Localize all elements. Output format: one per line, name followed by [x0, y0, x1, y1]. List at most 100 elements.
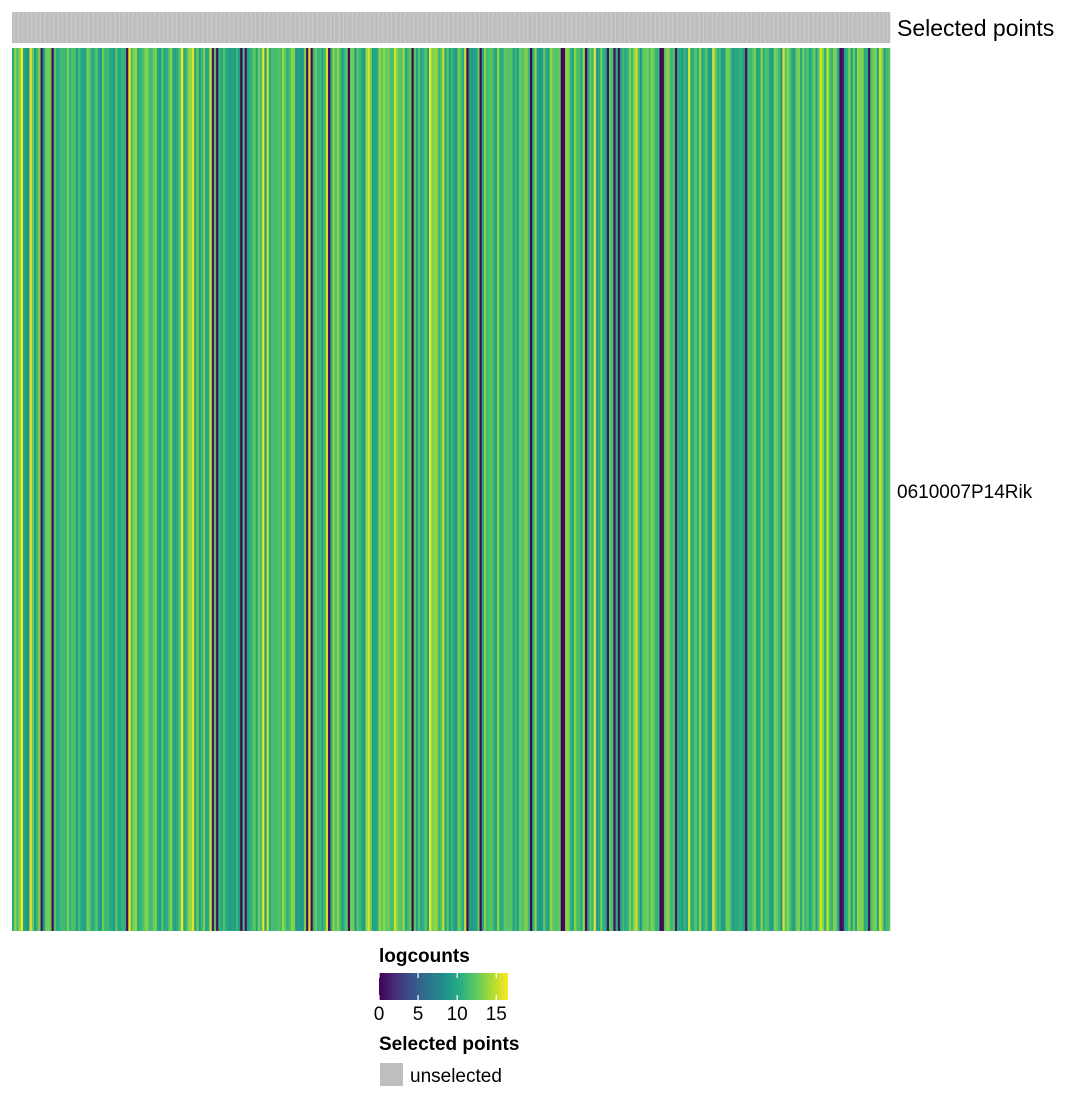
annotation-cell	[84, 12, 87, 43]
annotation-cell	[178, 12, 182, 43]
annotation-cell	[312, 12, 316, 43]
annotation-cell	[36, 12, 39, 43]
annotation-cell	[317, 12, 320, 43]
heatmap-cell	[681, 48, 684, 931]
annotation-cell	[198, 12, 202, 43]
annotation-cell	[345, 12, 349, 43]
heatmap-cell	[734, 48, 737, 931]
heatmap-cell	[198, 48, 202, 931]
annotation-cell	[459, 12, 463, 43]
annotation-cell	[712, 12, 715, 43]
annotation-cell	[477, 12, 480, 43]
annotation-cell	[187, 12, 191, 43]
heatmap-cell	[611, 48, 614, 931]
annotation-cell	[328, 12, 331, 43]
heatmap-cell	[556, 48, 559, 931]
heatmap-cell	[363, 48, 366, 931]
heatmap-cell	[534, 48, 537, 931]
annotation-cell	[33, 12, 37, 43]
heatmap-cell	[832, 48, 836, 931]
heatmap-cell	[33, 48, 37, 931]
heatmap-cell	[299, 48, 303, 931]
heatmap-cell	[486, 48, 489, 931]
annotation-cell	[435, 12, 439, 43]
heatmap-cell	[257, 48, 261, 931]
heatmap-cell	[130, 48, 134, 931]
heatmap-cell	[655, 48, 658, 931]
heatmap-cell	[742, 48, 746, 931]
heatmap-cell	[75, 48, 79, 931]
heatmap-cell	[371, 48, 375, 931]
annotation-cell	[826, 12, 829, 43]
annotation-cell	[710, 12, 713, 43]
annotation-cell	[837, 12, 840, 43]
heatmap-cell	[620, 48, 623, 931]
heatmap-cell	[857, 48, 860, 931]
heatmap-cell	[119, 48, 123, 931]
heatmap-cell	[183, 48, 186, 931]
annotation-cell	[567, 12, 570, 43]
heatmap-cell	[760, 48, 763, 931]
annotation-cell	[587, 12, 590, 43]
heatmap-cell	[630, 48, 634, 931]
annotation-cell	[742, 12, 746, 43]
annotation-cell	[229, 12, 232, 43]
annotation-cell	[150, 12, 153, 43]
annotation-cell	[440, 12, 443, 43]
annotation-cell	[404, 12, 408, 43]
heatmap-cell	[508, 48, 511, 931]
heatmap-cell	[86, 48, 90, 931]
annotation-cell	[488, 12, 491, 43]
annotation-cell	[325, 12, 329, 43]
annotation-cell	[714, 12, 717, 43]
heatmap-cell	[191, 48, 195, 931]
annotation-cell	[352, 12, 355, 43]
annotation-cell	[707, 12, 711, 43]
annotation-cell	[615, 12, 619, 43]
annotation-cell	[93, 12, 96, 43]
annotation-cell	[233, 12, 237, 43]
heatmap-cell	[354, 48, 357, 931]
annotation-cell	[780, 12, 783, 43]
heatmap-cell	[317, 48, 320, 931]
heatmap-cell	[143, 48, 147, 931]
heatmap-cell	[163, 48, 166, 931]
heatmap-cell	[418, 48, 421, 931]
annotation-cell	[227, 12, 230, 43]
annotation-cell	[343, 12, 346, 43]
heatmap-cell	[725, 48, 728, 931]
annotation-cell	[685, 12, 689, 43]
annotation-cell	[422, 12, 425, 43]
annotation-cell	[701, 12, 704, 43]
annotation-cell	[738, 12, 742, 43]
annotation-cell	[271, 12, 274, 43]
annotation-cell	[598, 12, 601, 43]
heatmap-cell	[628, 48, 632, 931]
heatmap-cell	[141, 48, 144, 931]
annotation-cell	[64, 12, 68, 43]
annotation-cell	[255, 12, 259, 43]
annotation-cell	[148, 12, 151, 43]
heatmap-cell	[216, 48, 219, 931]
heatmap-cell	[325, 48, 329, 931]
annotation-cell	[165, 12, 169, 43]
heatmap-cell	[492, 48, 496, 931]
heatmap-cell	[457, 48, 461, 931]
annotation-cell	[207, 12, 210, 43]
annotation-cell	[852, 12, 856, 43]
annotation-cell	[532, 12, 535, 43]
heatmap-cell	[677, 48, 680, 931]
heatmap-cell	[881, 48, 884, 931]
heatmap-cell	[361, 48, 364, 931]
heatmap-cell	[718, 48, 722, 931]
annotation-cell	[617, 12, 621, 43]
annotation-cell	[20, 12, 24, 43]
heatmap-cell	[253, 48, 256, 931]
heatmap-cell	[115, 48, 118, 931]
annotation-cell	[483, 12, 487, 43]
annotation-cell	[703, 12, 706, 43]
heatmap-cell	[398, 48, 401, 931]
annotation-cell	[213, 12, 217, 43]
heatmap-cell	[194, 48, 197, 931]
annotation-title: Selected points	[897, 15, 1054, 41]
